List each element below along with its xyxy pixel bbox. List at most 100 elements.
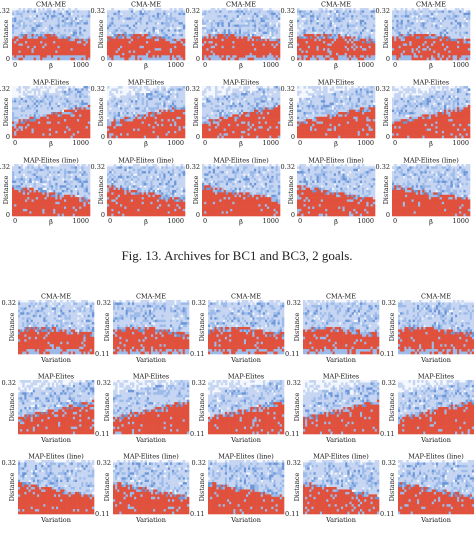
- archive-cell: [178, 57, 181, 61]
- archive-cell: [29, 10, 32, 14]
- archive-cell: [264, 22, 268, 25]
- archive-cell: [12, 55, 15, 58]
- archive-cell: [232, 10, 235, 14]
- archive-cell: [74, 50, 78, 54]
- archive-cell: [117, 29, 121, 32]
- archive-cell: [249, 24, 253, 28]
- archive-cell: [238, 50, 242, 54]
- archive-cell: [208, 26, 211, 30]
- archive-cell: [143, 121, 147, 125]
- archive-cell: [461, 34, 464, 37]
- archive-cell: [362, 8, 365, 11]
- archive-cell: [219, 29, 222, 32]
- archive-cell: [415, 26, 419, 30]
- archive-cell: [344, 24, 348, 28]
- archive-cell: [137, 52, 140, 56]
- archive-cell: [79, 107, 82, 110]
- archive-cell: [212, 38, 216, 42]
- archive-cell: [182, 12, 186, 16]
- archive-cell: [450, 26, 453, 30]
- archive-cell: [301, 57, 304, 61]
- archive-cell: [258, 45, 261, 49]
- archive-cell: [42, 48, 45, 51]
- archive-cell: [46, 24, 50, 28]
- archive-cell: [169, 15, 173, 18]
- archive-cell: [152, 55, 155, 58]
- archive-cell: [20, 55, 24, 58]
- archive-cell: [113, 45, 116, 49]
- archive-cell: [85, 97, 89, 101]
- archive-cell: [22, 36, 26, 40]
- archive-cell: [150, 43, 153, 47]
- archive-cell: [275, 10, 279, 14]
- archive-cell: [349, 45, 352, 49]
- archive-cell: [133, 133, 136, 136]
- archive-cell: [141, 38, 145, 42]
- archive-cell: [107, 126, 110, 129]
- archive-cell: [305, 15, 309, 18]
- archive-cell: [35, 52, 39, 56]
- archive-cell: [219, 22, 222, 25]
- archive-cell: [25, 15, 28, 18]
- archive-cell: [120, 26, 123, 30]
- archive-cell: [463, 38, 466, 42]
- archive-cell: [81, 15, 84, 18]
- archive-cell: [241, 24, 244, 28]
- archive-cell: [81, 50, 84, 54]
- archive-cell: [146, 10, 149, 14]
- archive-cell: [254, 45, 257, 49]
- archive-cell: [180, 34, 184, 37]
- archive-cell: [210, 48, 214, 51]
- archive-cell: [120, 50, 123, 54]
- archive-cell: [338, 31, 341, 35]
- archive-cell: [256, 50, 259, 54]
- archive-cell: [152, 116, 155, 120]
- archive-cell: [57, 130, 60, 134]
- archive-cell: [206, 10, 209, 14]
- archive-cell: [172, 22, 175, 25]
- archive-cell: [81, 119, 84, 122]
- archive-cell: [148, 29, 151, 32]
- archive-cell: [357, 22, 361, 25]
- archive-cell: [431, 10, 434, 14]
- archive-cell: [137, 95, 140, 99]
- archive-cell: [258, 50, 261, 54]
- archive-cell: [325, 55, 328, 58]
- archive-cell: [180, 19, 184, 23]
- archive-cell: [405, 12, 408, 16]
- archive-cell: [46, 34, 50, 37]
- archive-cell: [70, 34, 73, 37]
- archive-cell: [124, 104, 127, 108]
- archive-cell: [72, 135, 76, 139]
- archive-cell: [418, 36, 421, 40]
- archive-cell: [117, 112, 121, 115]
- archive-cell: [446, 50, 449, 54]
- archive-cell: [357, 45, 361, 49]
- archive-cell: [238, 31, 242, 35]
- archive-cell: [428, 19, 432, 23]
- archive-cell: [461, 19, 464, 23]
- archive-cell: [12, 24, 15, 28]
- archive-cell: [46, 104, 50, 108]
- archive-cell: [46, 52, 50, 56]
- archive-cell: [64, 10, 67, 14]
- archive-cell: [150, 114, 153, 118]
- archive-cell: [53, 135, 56, 139]
- archive-cell: [152, 109, 155, 113]
- archive-cell: [245, 45, 248, 49]
- archive-cell: [366, 12, 369, 16]
- archive-cell: [243, 29, 246, 32]
- archive-cell: [64, 130, 67, 134]
- archive-cell: [243, 50, 246, 54]
- archive-cell: [35, 88, 39, 92]
- archive-cell: [372, 50, 376, 54]
- archive-cell: [59, 55, 63, 58]
- archive-cell: [262, 55, 266, 58]
- archive-cell: [130, 135, 134, 139]
- archive-cell: [152, 93, 155, 96]
- archive-cell: [413, 43, 417, 47]
- archive-cell: [329, 31, 332, 35]
- archive-cell: [362, 38, 365, 42]
- archive-cell: [243, 17, 246, 21]
- archive-cell: [165, 50, 168, 54]
